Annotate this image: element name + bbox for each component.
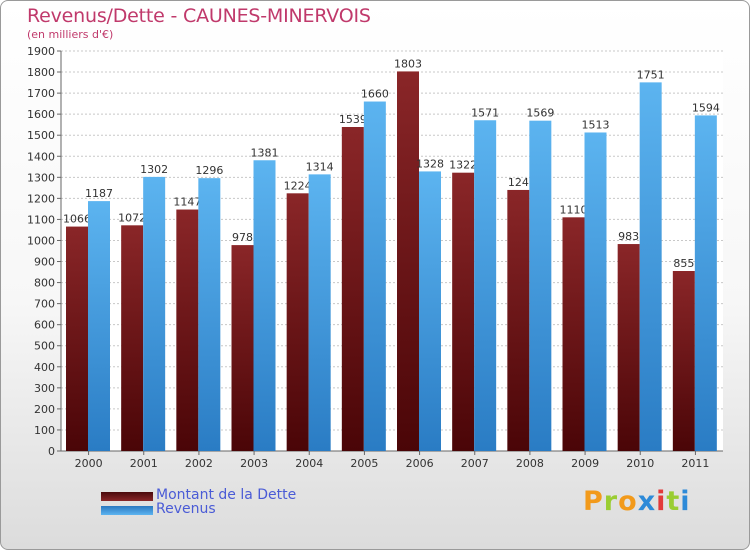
bar-dette (397, 71, 419, 451)
bar-dette (341, 127, 364, 451)
data-label: 855 (673, 257, 694, 270)
data-label: 1066 (63, 213, 91, 226)
data-label: 1569 (526, 107, 554, 120)
bar-dette (452, 172, 475, 451)
data-label: 978 (232, 231, 253, 244)
data-label: 124 (508, 176, 529, 189)
y-tick-label: 700 (34, 298, 55, 311)
data-label: 1539 (339, 113, 367, 126)
bar-revenus (363, 101, 386, 452)
y-tick-label: 1100 (27, 213, 55, 226)
data-label: 1302 (140, 163, 168, 176)
data-label: 1110 (560, 203, 588, 216)
data-label: 1187 (85, 187, 113, 200)
x-tick-label: 2003 (240, 457, 268, 470)
x-tick-label: 2007 (461, 457, 489, 470)
bar-dette (507, 189, 530, 451)
y-tick-label: 1200 (27, 192, 55, 205)
x-tick-label: 2004 (295, 457, 323, 470)
bar-dette (617, 244, 640, 451)
bar-revenus (694, 115, 717, 451)
bar-revenus (419, 171, 441, 451)
y-tick-label: 400 (34, 361, 55, 374)
y-tick-label: 100 (34, 424, 55, 437)
data-label: 1328 (416, 157, 444, 170)
proxiti-logo: Proxiti (583, 486, 691, 517)
x-tick-label: 2008 (516, 457, 544, 470)
bar-revenus (474, 120, 497, 452)
chart-subtitle: (en milliers d'€) (27, 28, 114, 41)
chart-title: Revenus/Dette - CAUNES-MINERVOIS (27, 5, 371, 27)
x-tick-label: 2011 (681, 457, 709, 470)
y-tick-label: 200 (34, 403, 55, 416)
logo-letter: i (656, 486, 667, 517)
data-label: 1224 (284, 179, 312, 192)
data-label: 1147 (173, 196, 201, 209)
y-tick-label: 0 (48, 445, 55, 458)
legend-swatch-revenus (101, 506, 153, 515)
data-label: 1296 (195, 164, 223, 177)
y-tick-label: 1700 (27, 87, 55, 100)
bar-revenus (88, 201, 110, 451)
y-tick-label: 1500 (27, 129, 55, 142)
x-tick-label: 2009 (571, 457, 599, 470)
data-label: 1803 (394, 57, 422, 70)
bar-dette (672, 271, 695, 451)
bar-revenus (639, 82, 662, 452)
legend-label-revenus: Revenus (156, 501, 216, 517)
y-tick-label: 300 (34, 382, 55, 395)
y-tick-label: 1800 (27, 66, 55, 79)
logo-letter: x (637, 486, 657, 517)
y-tick-label: 1600 (27, 108, 55, 121)
data-label: 1072 (118, 211, 146, 224)
bar-dette (121, 225, 144, 451)
x-tick-label: 2001 (130, 457, 158, 470)
y-tick-label: 1900 (27, 45, 55, 58)
y-tick-label: 1300 (27, 171, 55, 184)
x-tick-label: 2005 (350, 457, 378, 470)
plot-area (61, 51, 723, 451)
data-label: 1571 (471, 106, 499, 119)
y-tick-label: 1000 (27, 234, 55, 247)
x-tick-label: 2006 (406, 457, 434, 470)
legend-label-dette: Montant de la Dette (156, 487, 297, 503)
bar-dette (66, 226, 88, 451)
legend-swatch-dette (101, 492, 153, 501)
logo-letter: P (583, 486, 604, 517)
logo-letter: t (666, 486, 681, 517)
data-label: 1660 (361, 88, 389, 101)
logo-letter: i (680, 486, 691, 517)
data-label: 1751 (637, 68, 665, 81)
data-label: 1594 (692, 101, 720, 114)
logo-letter: r (603, 486, 619, 517)
x-tick-label: 2010 (626, 457, 654, 470)
y-tick-label: 600 (34, 319, 55, 332)
bar-revenus (529, 120, 552, 452)
data-label: 983 (618, 230, 639, 243)
logo-letter: o (618, 486, 638, 517)
data-label: 1322 (449, 159, 477, 172)
bar-revenus (198, 178, 221, 451)
bar-revenus (143, 176, 166, 452)
y-tick-label: 800 (34, 277, 55, 290)
bar-revenus (253, 160, 276, 451)
bar-revenus (308, 174, 331, 452)
bar-dette (176, 209, 199, 451)
bar-dette (231, 245, 254, 451)
y-tick-label: 500 (34, 340, 55, 353)
x-tick-label: 2000 (75, 457, 103, 470)
bar-dette (562, 217, 585, 451)
y-tick-label: 1400 (27, 150, 55, 163)
data-label: 1513 (582, 118, 610, 131)
data-label: 1314 (306, 160, 334, 173)
x-tick-label: 2002 (185, 457, 213, 470)
y-tick-label: 900 (34, 256, 55, 269)
bar-dette (286, 193, 309, 451)
bar-revenus (584, 132, 607, 451)
data-label: 1381 (251, 146, 279, 159)
